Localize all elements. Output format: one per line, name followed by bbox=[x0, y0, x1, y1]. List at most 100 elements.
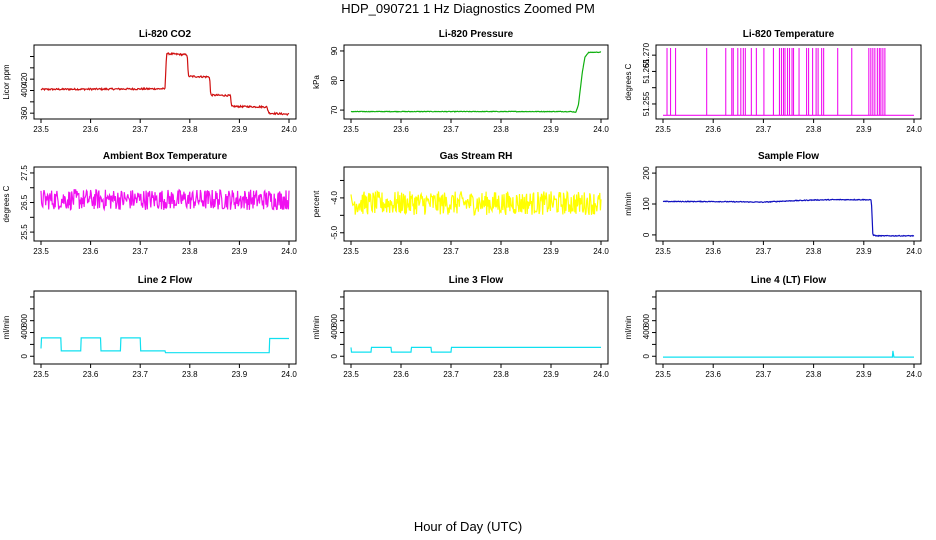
x-tick-label: 23.6 bbox=[83, 247, 99, 256]
x-tick-label: 23.8 bbox=[182, 370, 198, 379]
x-tick-label: 23.6 bbox=[705, 370, 721, 379]
plot-frame bbox=[343, 166, 609, 242]
x-tick-label: 23.9 bbox=[856, 125, 872, 134]
series-group bbox=[663, 350, 914, 358]
x-tick-label: 23.5 bbox=[33, 247, 49, 256]
x-tick-label: 23.6 bbox=[393, 125, 409, 134]
plot-frame bbox=[343, 44, 609, 120]
y-tick-label: 0 bbox=[20, 353, 29, 358]
y-tick-label: 90 bbox=[330, 46, 339, 55]
x-tick-label: 23.8 bbox=[806, 125, 822, 134]
x-tick-label: 24.0 bbox=[593, 370, 609, 379]
x-tick-label: 24.0 bbox=[593, 247, 609, 256]
x-tick-label: 23.6 bbox=[705, 247, 721, 256]
y-tick-label: 400 bbox=[330, 325, 339, 339]
y-axis-label: Licor ppm bbox=[2, 64, 11, 99]
series-group bbox=[40, 337, 289, 354]
x-tick-label: 24.0 bbox=[281, 125, 297, 134]
series-line bbox=[40, 52, 290, 117]
series-group bbox=[40, 188, 290, 212]
y-tick-label: 0 bbox=[642, 353, 651, 358]
series-group bbox=[662, 198, 915, 238]
x-tick-label: 23.7 bbox=[443, 247, 459, 256]
plot-frame bbox=[33, 290, 297, 365]
panel-li-820-temperature: Li-820 Temperature 23.5 23.6 23.7 23.8 23.9 24… bbox=[624, 29, 922, 134]
panel-title: Ambient Box Temperature bbox=[103, 151, 228, 162]
x-tick-label: 23.9 bbox=[856, 370, 872, 379]
y-tick-label: 26.5 bbox=[20, 194, 29, 210]
panel-li-820-pressure: Li-820 Pressure 23.5 23.6 23.7 23.8 23.9 24.0 7… bbox=[312, 29, 609, 134]
x-tick-label: 23.8 bbox=[806, 370, 822, 379]
panel-title: Li-820 Temperature bbox=[743, 29, 835, 40]
series-line bbox=[662, 198, 915, 238]
y-tick-label: 51.265 bbox=[642, 59, 651, 84]
panel-sample-flow: Sample Flow 23.5 23.6 23.7 23.8 23.9 24.0 0 100 2… bbox=[624, 151, 922, 256]
series-line bbox=[350, 189, 602, 216]
panel-line-3-flow: Line 3 Flow 23.5 23.6 23.7 23.8 23.9 24.0 0 4008… bbox=[312, 275, 609, 379]
y-tick-label: 400 bbox=[642, 325, 651, 339]
x-tick-label: 23.7 bbox=[132, 125, 148, 134]
y-axis-label: degrees C bbox=[624, 63, 633, 100]
plot-frame bbox=[33, 44, 297, 120]
y-axis-label: ml/min bbox=[312, 316, 321, 340]
x-tick-label: 23.9 bbox=[543, 370, 559, 379]
panel-title: Sample Flow bbox=[758, 151, 819, 162]
y-tick-label: 800 bbox=[20, 313, 29, 327]
plot-frame bbox=[655, 290, 922, 365]
x-tick-label: 23.8 bbox=[806, 247, 822, 256]
x-tick-label: 23.9 bbox=[232, 247, 248, 256]
x-tick-label: 23.6 bbox=[705, 125, 721, 134]
panel-grid: Li-820 CO2 23.5 23.6 23.7 23.8 23.9 24.0 360 400… bbox=[2, 29, 922, 379]
x-tick-label: 23.7 bbox=[443, 370, 459, 379]
y-tick-label: 25.5 bbox=[20, 224, 29, 240]
series-line bbox=[40, 188, 290, 212]
y-tick-label: 100 bbox=[642, 197, 651, 211]
series-line bbox=[663, 350, 914, 358]
y-tick-label: 51.255 bbox=[642, 91, 651, 116]
y-tick-label: 800 bbox=[642, 313, 651, 327]
x-tick-label: 23.5 bbox=[655, 247, 671, 256]
series-group bbox=[350, 51, 602, 113]
x-tick-label: 23.5 bbox=[33, 370, 49, 379]
panel-title: Line 4 (LT) Flow bbox=[751, 275, 827, 286]
y-tick-label: 0 bbox=[330, 353, 339, 358]
x-tick-label: 23.9 bbox=[232, 370, 248, 379]
panel-title: Gas Stream RH bbox=[440, 151, 513, 162]
figure-xlabel: Hour of Day (UTC) bbox=[414, 519, 522, 534]
y-tick-label: 80 bbox=[330, 76, 339, 85]
y-tick-label: -4.0 bbox=[330, 190, 339, 204]
panel-line-4-lt-flow: Line 4 (LT) Flow 23.5 23.6 23.7 23.8 23.9 24.0… bbox=[624, 275, 922, 379]
panel-ambient-box-temperature: Ambient Box Temperature 23.5 23.6 23.7 23.8 2… bbox=[2, 151, 297, 256]
x-tick-label: 23.9 bbox=[232, 125, 248, 134]
x-tick-label: 23.9 bbox=[543, 247, 559, 256]
x-tick-label: 23.5 bbox=[33, 125, 49, 134]
panel-title: Line 2 Flow bbox=[138, 275, 193, 286]
panel-title: Line 3 Flow bbox=[449, 275, 504, 286]
x-tick-label: 23.5 bbox=[655, 370, 671, 379]
y-tick-label: 360 bbox=[20, 106, 29, 120]
panel-gas-stream-rh: Gas Stream RH 23.5 23.6 23.7 23.8 23.9 24.0 -5.… bbox=[312, 151, 609, 256]
x-tick-label: 23.6 bbox=[393, 247, 409, 256]
y-tick-label: 200 bbox=[642, 166, 651, 180]
y-axis-label: ml/min bbox=[624, 316, 633, 340]
series-line bbox=[350, 346, 601, 353]
x-tick-label: 23.6 bbox=[83, 125, 99, 134]
x-tick-label: 24.0 bbox=[906, 125, 922, 134]
y-tick-label: 51.270 bbox=[642, 42, 651, 67]
x-tick-label: 24.0 bbox=[281, 370, 297, 379]
x-tick-label: 23.7 bbox=[756, 370, 772, 379]
y-tick-label: 400 bbox=[20, 325, 29, 339]
series-line bbox=[350, 51, 602, 113]
y-tick-label: 27.5 bbox=[20, 165, 29, 181]
x-tick-label: 23.7 bbox=[132, 247, 148, 256]
plot-frame bbox=[343, 290, 609, 365]
x-tick-label: 23.5 bbox=[655, 125, 671, 134]
series-group bbox=[350, 189, 602, 216]
x-tick-label: 24.0 bbox=[593, 125, 609, 134]
panel-li-820-co2: Li-820 CO2 23.5 23.6 23.7 23.8 23.9 24.0 360 400… bbox=[2, 29, 297, 134]
panel-title: Li-820 CO2 bbox=[139, 29, 192, 40]
x-tick-label: 23.8 bbox=[182, 247, 198, 256]
x-tick-label: 23.8 bbox=[493, 370, 509, 379]
y-axis-label: kPa bbox=[312, 75, 321, 89]
